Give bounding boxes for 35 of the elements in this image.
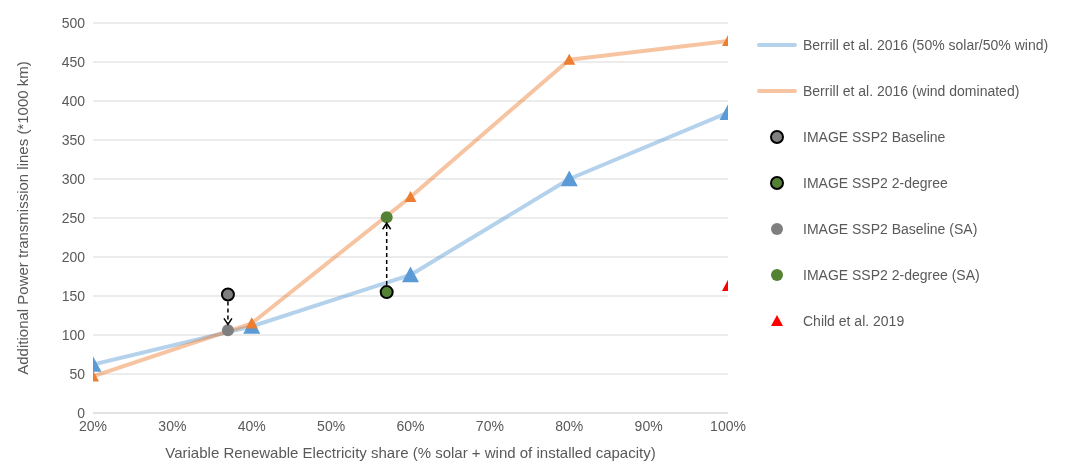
x-tick-label: 80% <box>555 417 584 434</box>
x-tick-label: 30% <box>158 417 187 434</box>
x-tick-label: 60% <box>396 417 425 434</box>
y-tick-label: 150 <box>61 287 86 304</box>
point <box>402 266 419 283</box>
y-tick-label: 300 <box>61 170 86 187</box>
legend-label: IMAGE SSP2 2-degree <box>803 175 948 191</box>
legend-label: IMAGE SSP2 Baseline (SA) <box>803 221 978 237</box>
legend-label: IMAGE SSP2 2-degree (SA) <box>803 267 980 283</box>
x-tick-label: 90% <box>634 417 663 434</box>
point <box>563 53 576 65</box>
x-axis-title: Variable Renewable Electricity share (% solar + wind of installed capacity) <box>165 444 656 461</box>
y-tick-label: 250 <box>61 209 86 226</box>
point <box>404 190 417 203</box>
y-tick-label: 100 <box>61 326 86 343</box>
legend-label: Berrill et al. 2016 (wind dominated) <box>803 83 1020 99</box>
y-tick-label: 50 <box>69 365 86 382</box>
point <box>221 324 234 337</box>
point <box>379 285 394 300</box>
point <box>380 211 393 224</box>
legend-label: Child et al. 2019 <box>803 313 905 329</box>
y-tick-label: 400 <box>61 92 86 109</box>
y-tick-label: 350 <box>61 131 86 148</box>
x-tick-label: 70% <box>475 417 504 434</box>
legend-label: IMAGE SSP2 Baseline <box>803 129 946 145</box>
y-axis-title: Additional Power transmission lines (*1000 km) <box>14 61 32 375</box>
legend-label: Berrill et al. 2016 (50% solar/50% wind) <box>803 37 1049 53</box>
x-tick-label: 50% <box>317 417 346 434</box>
y-tick-label: 200 <box>61 248 86 265</box>
y-tick-label: 450 <box>61 53 86 70</box>
x-tick-label: 40% <box>237 417 266 434</box>
point <box>220 287 235 302</box>
point <box>560 170 578 187</box>
y-tick-label: 500 <box>61 14 86 31</box>
x-tick-label: 100% <box>710 417 746 434</box>
